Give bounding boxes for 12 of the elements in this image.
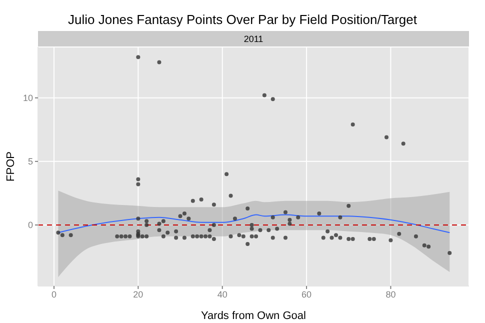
x-tick-label: 0 (51, 289, 56, 300)
y-axis-title: FPOP (4, 152, 17, 182)
chart-subtitle: 2011 (38, 31, 469, 47)
x-tick-label: 80 (386, 289, 396, 300)
y-tick-label: 5 (28, 156, 33, 167)
x-axis-title: Yards from Own Goal (201, 310, 306, 322)
chart-title: Julio Jones Fantasy Points Over Par by Field Position/Target (67, 12, 418, 27)
x-tick-label: 60 (302, 289, 312, 300)
x-tick-label: 40 (217, 289, 228, 300)
y-tick-label: 10 (22, 93, 33, 104)
y-tick-label: 0 (28, 220, 33, 230)
x-tick-label: 20 (133, 289, 144, 300)
